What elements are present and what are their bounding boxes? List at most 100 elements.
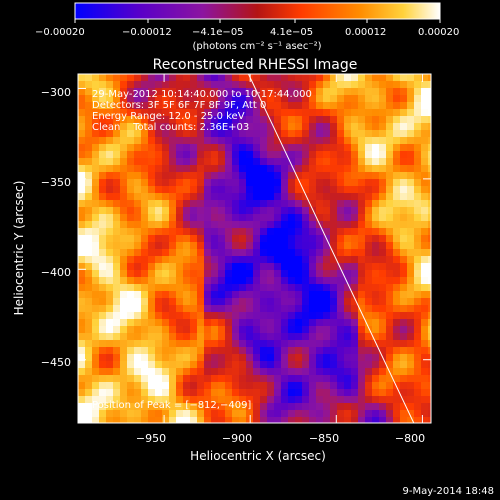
heatmap-cell <box>330 144 338 152</box>
heatmap-cell <box>295 228 303 236</box>
heatmap-cell <box>365 270 373 278</box>
heatmap-cell <box>267 207 275 215</box>
heatmap-cell <box>148 256 156 264</box>
heatmap-cell <box>428 277 431 285</box>
heatmap-cell <box>148 151 156 159</box>
heatmap-cell <box>400 263 408 271</box>
heatmap-cell <box>127 256 135 264</box>
heatmap-cell <box>120 214 128 222</box>
heatmap-cell <box>253 165 261 173</box>
heatmap-cell <box>120 361 128 369</box>
heatmap-cell <box>183 95 191 103</box>
heatmap-cell <box>302 242 310 250</box>
heatmap-cell <box>141 193 149 201</box>
heatmap-cell <box>351 95 359 103</box>
heatmap-cell <box>183 172 191 180</box>
heatmap-cell <box>211 109 219 117</box>
heatmap-cell <box>295 298 303 306</box>
heatmap-cell <box>337 396 345 404</box>
heatmap-cell <box>99 81 107 89</box>
heatmap-cell <box>386 389 394 397</box>
heatmap-cell <box>197 410 205 418</box>
heatmap-cell <box>204 123 212 131</box>
heatmap-cell <box>260 179 268 187</box>
heatmap-cell <box>92 263 100 271</box>
heatmap-cell <box>148 137 156 145</box>
heatmap-cell <box>302 375 310 383</box>
heatmap-cell <box>99 221 107 229</box>
heatmap-cell <box>99 270 107 278</box>
heatmap-cell <box>344 396 352 404</box>
heatmap-cell <box>274 130 282 138</box>
heatmap-cell <box>113 389 121 397</box>
heatmap-cell <box>141 305 149 313</box>
heatmap-cell <box>190 396 198 404</box>
heatmap-cell <box>239 319 247 327</box>
heatmap-cell <box>414 95 422 103</box>
colorbar-ticks <box>74 19 441 23</box>
heatmap-cell <box>372 186 380 194</box>
heatmap-cell <box>246 326 254 334</box>
heatmap-cell <box>344 368 352 376</box>
heatmap-cell <box>337 347 345 355</box>
heatmap-cell <box>113 165 121 173</box>
heatmap-cell <box>211 410 219 418</box>
heatmap-cell <box>253 368 261 376</box>
heatmap-cell <box>85 74 93 82</box>
heatmap-cell <box>351 130 359 138</box>
heatmap-cell <box>302 347 310 355</box>
heatmap-cell <box>281 137 289 145</box>
heatmap-cell <box>400 242 408 250</box>
heatmap-cell <box>239 333 247 341</box>
heatmap-cell <box>218 144 226 152</box>
heatmap-cell <box>379 403 387 411</box>
heatmap-cell <box>386 235 394 243</box>
heatmap-cell <box>155 389 163 397</box>
heatmap-cell <box>155 186 163 194</box>
heatmap-cell <box>302 382 310 390</box>
heatmap-cell <box>274 116 282 124</box>
heatmap-cell <box>183 186 191 194</box>
heatmap-cell <box>113 144 121 152</box>
heatmap-cell <box>120 158 128 166</box>
heatmap-cell <box>323 116 331 124</box>
heatmap-cell <box>379 256 387 264</box>
heatmap-cell <box>386 193 394 201</box>
heatmap-cell <box>85 333 93 341</box>
heatmap-cell <box>120 151 128 159</box>
heatmap-cell <box>428 200 431 208</box>
heatmap-cell <box>106 361 114 369</box>
heatmap-cell <box>176 130 184 138</box>
heatmap-cell <box>344 249 352 257</box>
heatmap-cell <box>386 403 394 411</box>
heatmap-cell <box>323 102 331 110</box>
heatmap-cell <box>92 151 100 159</box>
heatmap-cell <box>113 340 121 348</box>
heatmap-cell <box>344 291 352 299</box>
heatmap-cell <box>155 95 163 103</box>
heatmap-cell <box>162 102 170 110</box>
heatmap-cell <box>141 151 149 159</box>
heatmap-cell <box>428 165 431 173</box>
heatmap-cell <box>183 312 191 320</box>
heatmap-cell <box>148 368 156 376</box>
heatmap-cell <box>288 319 296 327</box>
heatmap-cell <box>92 109 100 117</box>
heatmap-cell <box>155 291 163 299</box>
heatmap-cell <box>309 396 317 404</box>
heatmap-cell <box>106 228 114 236</box>
heatmap-cell <box>204 403 212 411</box>
heatmap-cell <box>120 179 128 187</box>
heatmap-cell <box>92 403 100 411</box>
heatmap-cell <box>330 333 338 341</box>
heatmap-cell <box>400 375 408 383</box>
heatmap-cell <box>295 319 303 327</box>
heatmap-cell <box>330 368 338 376</box>
heatmap-cell <box>316 347 324 355</box>
heatmap-cell <box>99 235 107 243</box>
heatmap-cell <box>148 179 156 187</box>
heatmap-cell <box>337 354 345 362</box>
heatmap-cell <box>190 74 198 82</box>
heatmap-cell <box>155 249 163 257</box>
heatmap-cell <box>155 200 163 208</box>
